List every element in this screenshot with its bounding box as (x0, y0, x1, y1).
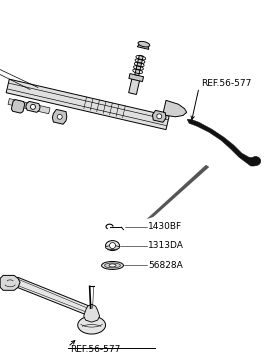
Ellipse shape (105, 263, 121, 268)
Circle shape (157, 114, 162, 119)
Text: REF.56-577: REF.56-577 (70, 345, 120, 354)
Text: REF.56-577: REF.56-577 (201, 79, 251, 88)
Ellipse shape (101, 261, 123, 269)
Ellipse shape (105, 241, 120, 251)
Polygon shape (152, 110, 166, 122)
Polygon shape (147, 165, 209, 219)
Ellipse shape (78, 316, 105, 334)
Polygon shape (6, 79, 169, 130)
Polygon shape (8, 99, 50, 114)
Polygon shape (129, 77, 140, 94)
Text: 1313DA: 1313DA (148, 241, 184, 250)
Circle shape (109, 242, 116, 248)
Ellipse shape (109, 264, 116, 267)
Circle shape (57, 114, 62, 119)
Ellipse shape (251, 157, 261, 166)
Text: 56828A: 56828A (148, 261, 183, 270)
Polygon shape (0, 276, 20, 290)
Polygon shape (6, 277, 93, 315)
Polygon shape (84, 304, 100, 322)
Polygon shape (135, 55, 143, 75)
Polygon shape (187, 119, 257, 166)
Polygon shape (26, 101, 40, 112)
Text: 1430BF: 1430BF (148, 222, 182, 231)
Polygon shape (137, 43, 149, 49)
Ellipse shape (105, 246, 120, 250)
Polygon shape (52, 109, 67, 124)
Polygon shape (163, 100, 187, 117)
Circle shape (30, 104, 36, 109)
Polygon shape (11, 100, 25, 113)
Ellipse shape (138, 41, 150, 47)
Polygon shape (129, 74, 144, 82)
